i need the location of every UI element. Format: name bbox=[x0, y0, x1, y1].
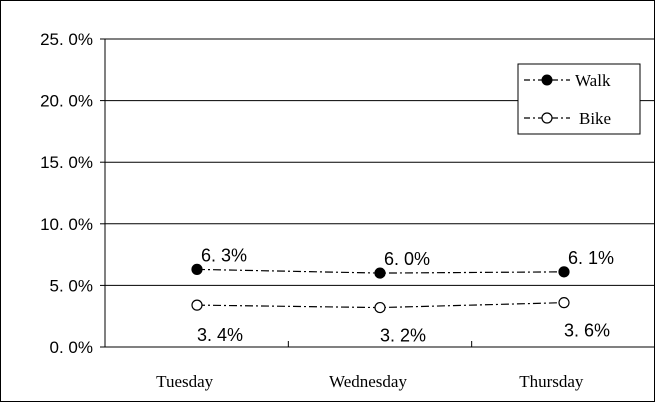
data-point-bike bbox=[374, 301, 386, 314]
plot-area bbox=[104, 38, 655, 348]
y-tick-label: 10. 0% bbox=[40, 215, 93, 234]
y-tick-label: 20. 0% bbox=[40, 92, 93, 111]
data-point-walk bbox=[191, 263, 203, 275]
data-label-bike: 3. 6% bbox=[564, 321, 610, 341]
y-tick-label: 5. 0% bbox=[50, 276, 93, 295]
data-point-bike bbox=[191, 299, 203, 311]
data-point-bike bbox=[558, 297, 570, 309]
legend-bike-label: Bike bbox=[579, 109, 611, 128]
data-label-walk: 6. 1% bbox=[568, 248, 614, 268]
legend-walk-label: Walk bbox=[575, 71, 611, 90]
legend: Walk Bike bbox=[517, 63, 641, 135]
x-axis-ticks: Tuesday Wednesday Thursday bbox=[156, 341, 584, 391]
data-label-bike: 3. 4% bbox=[197, 325, 243, 345]
x-tick-label: Tuesday bbox=[156, 372, 213, 391]
data-point-walk bbox=[558, 266, 570, 278]
data-point-walk bbox=[374, 267, 386, 279]
data-label-walk: 6. 0% bbox=[384, 249, 430, 269]
legend-bike-marker bbox=[541, 112, 553, 124]
gridlines bbox=[105, 100, 655, 286]
x-tick-label: Wednesday bbox=[329, 372, 407, 391]
legend-box bbox=[517, 63, 641, 135]
x-tick-label: Thursday bbox=[519, 372, 584, 391]
legend-walk-marker bbox=[541, 74, 553, 86]
y-tick-label: 0. 0% bbox=[50, 338, 93, 357]
y-axis-ticks: 0. 0% 5. 0% 10. 0% 15. 0% 20. 0% 25. 0% bbox=[40, 30, 105, 357]
data-label-bike: 3. 2% bbox=[380, 326, 426, 346]
series-layer: 6. 3% 6. 0% 6. 1% 3. 4% 3. 2% 3. 6% bbox=[191, 245, 614, 346]
y-tick-label: 25. 0% bbox=[40, 30, 93, 49]
data-label-walk: 6. 3% bbox=[201, 245, 247, 265]
y-tick-label: 15. 0% bbox=[40, 153, 93, 172]
